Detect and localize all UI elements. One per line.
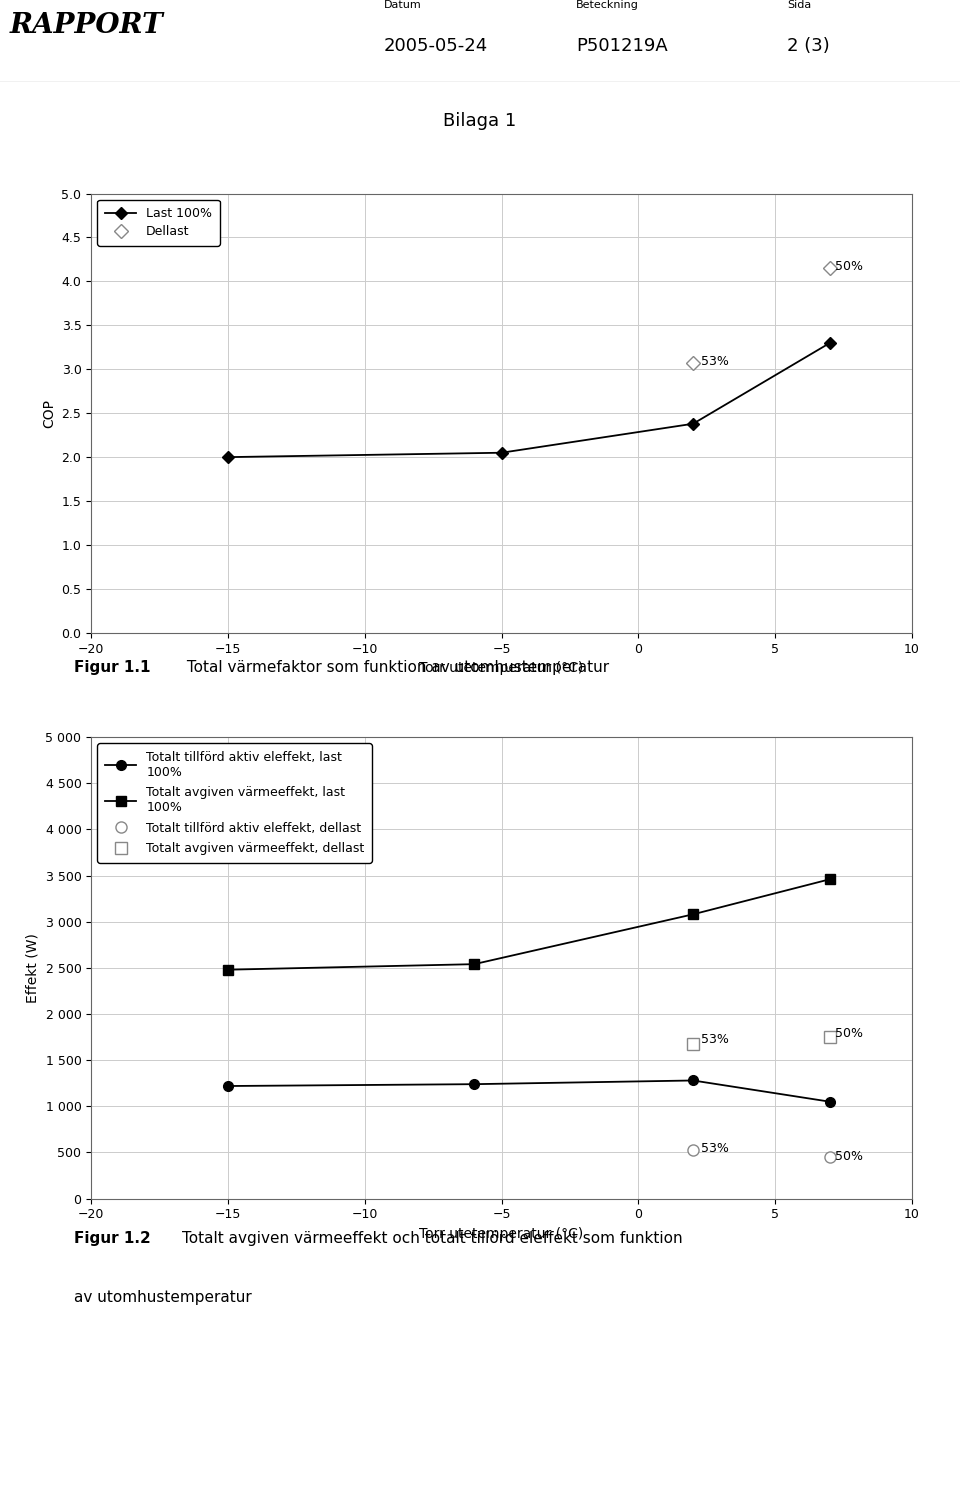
Text: RAPPORT: RAPPORT — [10, 12, 163, 39]
Totalt tillförd aktiv eleffekt, last
100% — [468, 1075, 480, 1093]
Totalt tillförd aktiv eleffekt, dellast — [687, 1141, 699, 1158]
Line: Totalt avgiven värmeeffekt, last
100%: Totalt avgiven värmeeffekt, last 100% — [223, 874, 835, 975]
Text: 50%: 50% — [835, 261, 863, 272]
Legend: Totalt tillförd aktiv eleffekt, last
100%, Totalt avgiven värmeeffekt, last
100%: Totalt tillförd aktiv eleffekt, last 100… — [98, 743, 372, 862]
Last 100% — [687, 415, 699, 433]
Totalt avgiven värmeeffekt, last
100% — [468, 956, 480, 974]
Text: 50%: 50% — [835, 1150, 863, 1163]
Last 100% — [824, 334, 835, 351]
Text: av utomhustemperatur: av utomhustemperatur — [74, 1289, 252, 1304]
Totalt avgiven värmeeffekt, dellast — [824, 1027, 835, 1045]
Y-axis label: COP: COP — [42, 399, 56, 427]
Totalt tillförd aktiv eleffekt, last
100% — [687, 1072, 699, 1090]
Legend: Last 100%, Dellast: Last 100%, Dellast — [98, 200, 220, 246]
Totalt tillförd aktiv eleffekt, last
100% — [222, 1077, 234, 1094]
Last 100% — [222, 448, 234, 466]
Text: P501219A: P501219A — [576, 37, 668, 55]
Text: Figur 1.2: Figur 1.2 — [74, 1230, 151, 1245]
X-axis label: Torr utetemperatur (°C): Torr utetemperatur (°C) — [420, 1227, 584, 1240]
Y-axis label: Effekt (W): Effekt (W) — [26, 934, 40, 1002]
Totalt avgiven värmeeffekt, last
100% — [222, 960, 234, 978]
Text: 53%: 53% — [702, 1033, 730, 1045]
Text: Beteckning: Beteckning — [576, 0, 638, 10]
Line: Totalt avgiven värmeeffekt, dellast: Totalt avgiven värmeeffekt, dellast — [687, 1032, 835, 1050]
Text: 2 (3): 2 (3) — [787, 37, 830, 55]
Text: Datum: Datum — [384, 0, 421, 10]
Text: Total värmefaktor som funktion av utomhustemperatur: Total värmefaktor som funktion av utomhu… — [182, 660, 609, 676]
Text: Bilaga 1: Bilaga 1 — [444, 112, 516, 130]
Text: 50%: 50% — [835, 1026, 863, 1039]
Line: Totalt tillförd aktiv eleffekt, last
100%: Totalt tillförd aktiv eleffekt, last 100… — [223, 1075, 835, 1106]
Line: Last 100%: Last 100% — [224, 339, 834, 462]
Totalt tillförd aktiv eleffekt, last
100% — [824, 1093, 835, 1111]
Text: Sida: Sida — [787, 0, 811, 10]
Text: Figur 1.1: Figur 1.1 — [74, 660, 151, 676]
Totalt avgiven värmeeffekt, dellast — [687, 1035, 699, 1053]
Totalt tillförd aktiv eleffekt, dellast — [824, 1148, 835, 1166]
Text: 53%: 53% — [702, 1142, 730, 1155]
Text: 2005-05-24: 2005-05-24 — [384, 37, 489, 55]
Last 100% — [495, 444, 507, 462]
Dellast — [687, 354, 699, 372]
Totalt avgiven värmeeffekt, last
100% — [824, 870, 835, 887]
Totalt avgiven värmeeffekt, last
100% — [687, 905, 699, 923]
Line: Dellast: Dellast — [688, 264, 835, 368]
Dellast — [824, 259, 835, 277]
Line: Totalt tillförd aktiv eleffekt, dellast: Totalt tillförd aktiv eleffekt, dellast — [687, 1144, 835, 1163]
X-axis label: Torr utetemperatur (°C): Torr utetemperatur (°C) — [420, 661, 584, 675]
Text: Totalt avgiven värmeeffekt och totalt tillörd eleffekt som funktion: Totalt avgiven värmeeffekt och totalt ti… — [182, 1230, 683, 1245]
Text: 53%: 53% — [702, 354, 730, 368]
